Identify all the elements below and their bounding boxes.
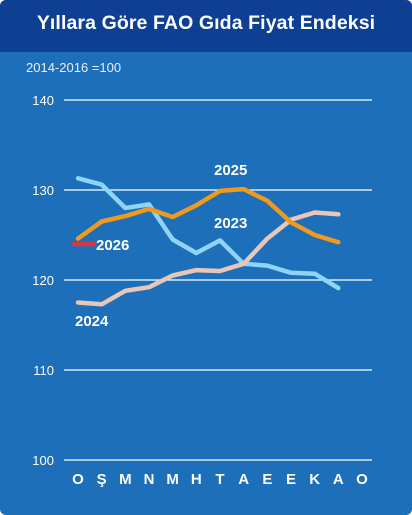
series-2023-line (75, 176, 341, 291)
x-tick-label-5: H (191, 471, 202, 488)
y-tick-label-130: 130 (32, 183, 54, 198)
x-tick-label-4: M (166, 471, 179, 488)
series-2024-line (75, 210, 341, 307)
x-tick-label-0: O (72, 471, 84, 488)
y-tick-label-110: 110 (33, 363, 54, 378)
series-label-2023: 2023 (214, 215, 247, 232)
x-tick-label-1: Ş (97, 471, 107, 488)
series-label-2024: 2024 (75, 313, 109, 330)
x-tick-label-8: E (262, 471, 272, 488)
x-tick-label-7: A (238, 471, 249, 488)
y-tick-label-140: 140 (32, 93, 54, 108)
x-tick-label-10: K (309, 471, 320, 488)
x-tick-label-3: N (144, 471, 155, 488)
series-label-2025: 2025 (214, 162, 247, 179)
series-label-2026: 2026 (96, 237, 129, 254)
x-tick-label-12: O (356, 471, 368, 488)
chart-subtitle: 2014-2016 =100 (26, 60, 122, 75)
series-2025-line (75, 186, 341, 245)
x-tick-label-6: T (215, 471, 224, 488)
chart-title: Yıllara Göre FAO Gıda Fiyat Endeksi (36, 12, 376, 34)
x-tick-label-9: E (286, 471, 296, 488)
title-bar: Yıllara Göre FAO Gıda Fiyat Endeksi (0, 0, 412, 52)
y-tick-label-100: 100 (32, 453, 54, 468)
y-tick-label-120: 120 (32, 273, 54, 288)
x-tick-label-2: M (119, 471, 132, 488)
x-tick-label-11: A (333, 471, 344, 488)
